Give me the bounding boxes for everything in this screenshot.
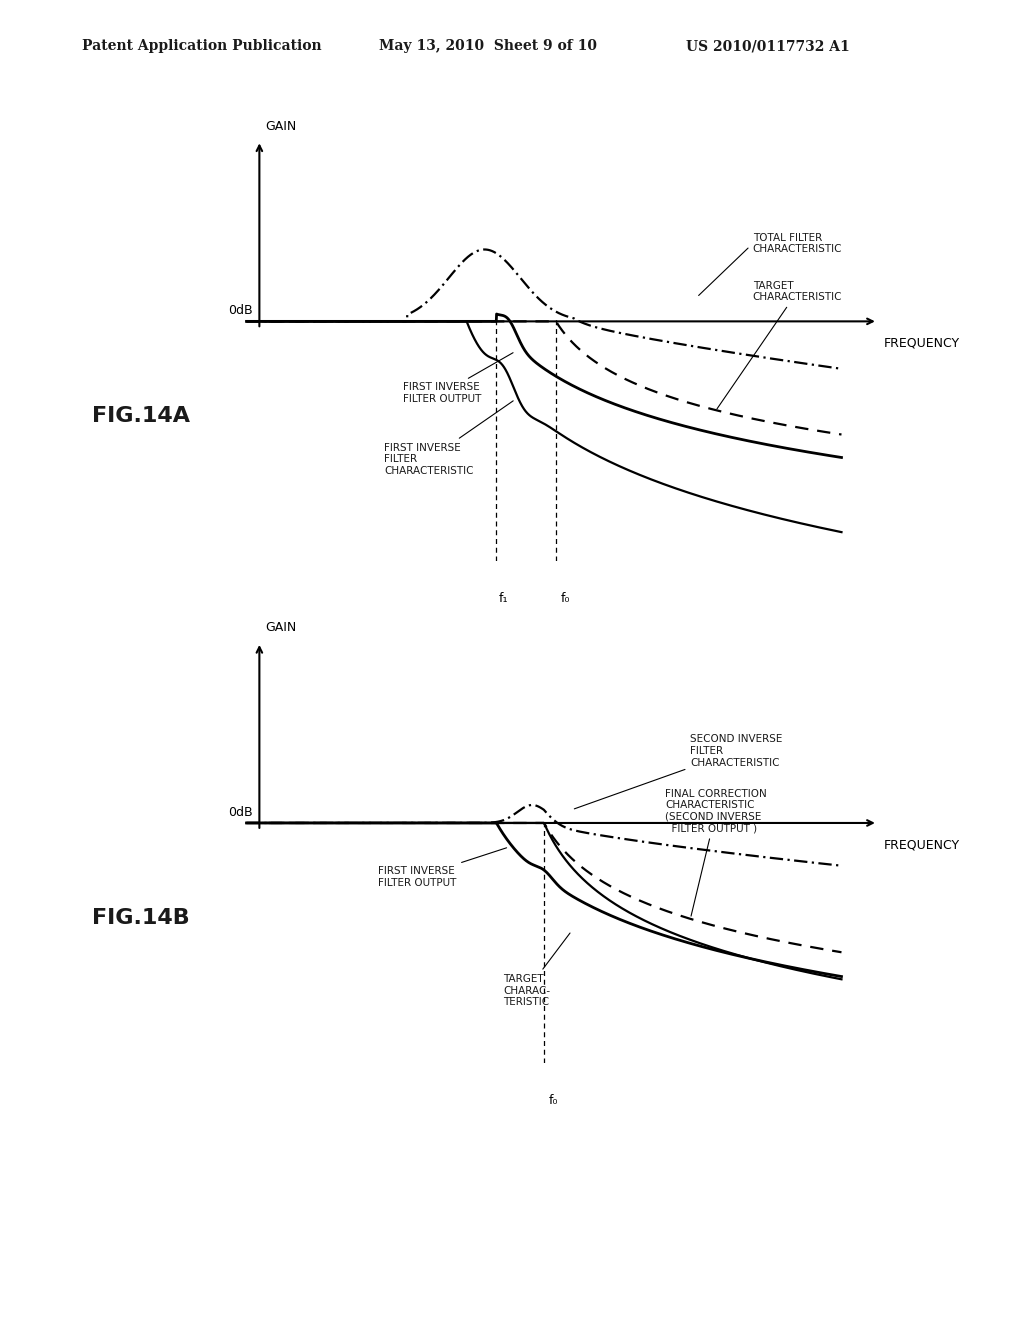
Text: FREQUENCY: FREQUENCY [884, 838, 961, 851]
Text: FIRST INVERSE
FILTER OUTPUT: FIRST INVERSE FILTER OUTPUT [378, 847, 507, 887]
Text: FIRST INVERSE
FILTER OUTPUT: FIRST INVERSE FILTER OUTPUT [403, 352, 513, 404]
Text: f₀: f₀ [561, 593, 570, 605]
Text: f₁: f₁ [499, 593, 508, 605]
Text: GAIN: GAIN [265, 120, 297, 133]
Text: 0dB: 0dB [228, 305, 253, 318]
Text: FIG.14B: FIG.14B [92, 908, 189, 928]
Text: FIRST INVERSE
FILTER
CHARACTERISTIC: FIRST INVERSE FILTER CHARACTERISTIC [384, 401, 513, 475]
Text: 0dB: 0dB [228, 807, 253, 820]
Text: FINAL CORRECTION
CHARACTERISTIC
(SECOND INVERSE
  FILTER OUTPUT ): FINAL CORRECTION CHARACTERISTIC (SECOND … [666, 788, 767, 916]
Text: f₀: f₀ [548, 1094, 558, 1106]
Text: US 2010/0117732 A1: US 2010/0117732 A1 [686, 40, 850, 53]
Text: Patent Application Publication: Patent Application Publication [82, 40, 322, 53]
Text: FIG.14A: FIG.14A [92, 407, 190, 426]
Text: FREQUENCY: FREQUENCY [884, 337, 961, 350]
Text: TARGET
CHARAC-
TERISTIC: TARGET CHARAC- TERISTIC [503, 933, 570, 1007]
Text: TARGET
CHARACTERISTIC: TARGET CHARACTERISTIC [717, 281, 843, 409]
Text: GAIN: GAIN [265, 622, 297, 635]
Text: SECOND INVERSE
FILTER
CHARACTERISTIC: SECOND INVERSE FILTER CHARACTERISTIC [574, 734, 782, 809]
Text: TOTAL FILTER
CHARACTERISTIC: TOTAL FILTER CHARACTERISTIC [698, 232, 843, 296]
Text: May 13, 2010  Sheet 9 of 10: May 13, 2010 Sheet 9 of 10 [379, 40, 597, 53]
